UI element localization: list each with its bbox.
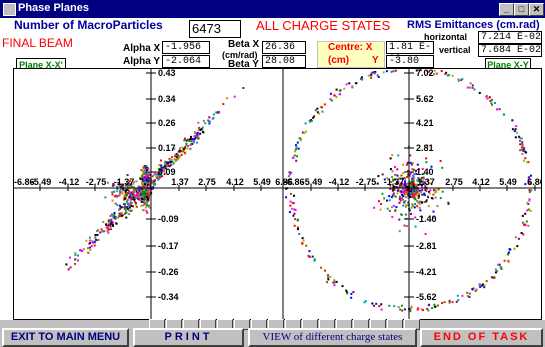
left-y-tick-label: 0.43 [158, 68, 176, 78]
right-x-tick-label: 4.12 [472, 177, 490, 187]
left-x-tick-label: -6.86 [14, 177, 35, 187]
view-charge-states-button[interactable]: VIEW of different charge states [248, 328, 417, 347]
left-y-tick-label: 0.26 [158, 118, 176, 128]
vertical-label: vertical [439, 45, 471, 55]
centre-x-value: 1.81 E-02 [386, 41, 434, 65]
beta-x-label: Beta X [228, 39, 260, 50]
title-bar [0, 0, 545, 18]
vertical-value: 7.684 E-02 [478, 44, 542, 57]
left-y-tick-label: 0.09 [158, 167, 176, 177]
left-x-tick-label: 5.49 [253, 177, 271, 187]
window-title: Phase Planes [18, 2, 89, 14]
right-y-tick-label: 7.02 [416, 68, 434, 78]
right-x-tick-label: 1.37 [417, 177, 435, 187]
print-button[interactable]: PRINT [133, 328, 244, 347]
left-x-tick-label: 4.12 [226, 177, 244, 187]
centre-y-value: -3.80 E-02 [386, 55, 434, 79]
exit-main-menu-button[interactable]: EXIT TO MAIN MENU [2, 328, 129, 347]
horizontal-value: 7.214 E-02 [478, 31, 542, 44]
left-x-tick-label: 2.75 [198, 177, 216, 187]
right-y-tick-label: -2.81 [416, 241, 437, 251]
phase-plot-svg: -6.86-5.49 -4.12 -2.75 -1.37 1.37 2.75 4.12 5.4… [13, 68, 542, 320]
right-x-tick-label: -2.75 [356, 177, 377, 187]
alpha-y-label: Alpha Y [123, 56, 161, 67]
right-x-tick-label: -4.12 [329, 177, 350, 187]
left-y-tick-label: -0.26 [158, 267, 179, 277]
right-x-tick-label: 5.49 [499, 177, 517, 187]
left-y-tick-label: -0.34 [158, 292, 179, 302]
left-y-tick-label: 0.17 [158, 143, 176, 153]
right-y-tick-label: 2.81 [416, 143, 434, 153]
final-beam-label: FINAL BEAM [2, 36, 73, 50]
right-x-tick-label: -1.37 [384, 177, 405, 187]
beta-x-value: 26.36 [262, 41, 306, 54]
right-x-tick-label: -5.49 [302, 177, 323, 187]
right-y-tick-label: 5.62 [416, 94, 434, 104]
right-x-tick-label: 2.75 [445, 177, 463, 187]
right-x-tick-label: 6.86 [527, 177, 542, 187]
left-y-tick-label: -0.09 [158, 214, 179, 224]
beta-y-label: Beta Y [228, 59, 259, 70]
right-y-tick-label: 4.21 [416, 118, 434, 128]
right-x-tick-label: -6.86 [284, 177, 305, 187]
maximize-button[interactable]: □ [514, 3, 529, 16]
left-x-tick-label: 1.37 [171, 177, 189, 187]
left-x-tick-label: 6.86 [275, 177, 293, 187]
tick-labels: -6.86-5.49 -4.12 -2.75 -1.37 1.37 2.75 4.12 5.4… [13, 68, 542, 302]
beta-y-value: 28.08 [262, 55, 306, 68]
end-of-task-button[interactable]: END OF TASK [420, 328, 543, 347]
left-y-tick-label: -0.17 [158, 241, 179, 251]
beta-unit-label: (cm/rad) [222, 50, 258, 60]
centre-x-label: Centre: X [328, 42, 373, 53]
left-x-tick-label: -1.37 [114, 177, 135, 187]
left-x-tick-label: -2.75 [86, 177, 107, 187]
left-x-tick-label: -5.49 [31, 177, 52, 187]
centre-unit-label: (cm) [328, 55, 350, 66]
close-button[interactable]: ✕ [529, 3, 544, 16]
charge-states-label: ALL CHARGE STATES [256, 18, 391, 33]
centre-panel [317, 41, 385, 68]
right-y-tick-label: -1.40 [416, 214, 437, 224]
minimize-button[interactable]: _ [499, 3, 514, 16]
plot-area [13, 68, 542, 320]
right-y-tick-label: -4.21 [416, 267, 437, 277]
alpha-y-value: -2.064 [162, 55, 210, 68]
macroparticles-value: 6473 [189, 20, 241, 38]
alpha-x-label: Alpha X [123, 43, 161, 54]
macroparticles-label: Number of MacroParticles [14, 18, 163, 32]
app-icon [3, 3, 16, 16]
particle-dots [65, 69, 533, 313]
horizontal-label: horizontal [424, 32, 467, 42]
centre-y-label: Y [372, 55, 379, 66]
rms-emittances-label: RMS Emittances (cm.rad) [407, 19, 540, 31]
right-y-tick-label: -5.62 [416, 292, 437, 302]
right-y-tick-label: 1.40 [416, 167, 434, 177]
left-y-tick-label: 0.34 [158, 94, 176, 104]
left-x-tick-label: -4.12 [59, 177, 80, 187]
alpha-x-value: -1.956 [162, 41, 210, 54]
